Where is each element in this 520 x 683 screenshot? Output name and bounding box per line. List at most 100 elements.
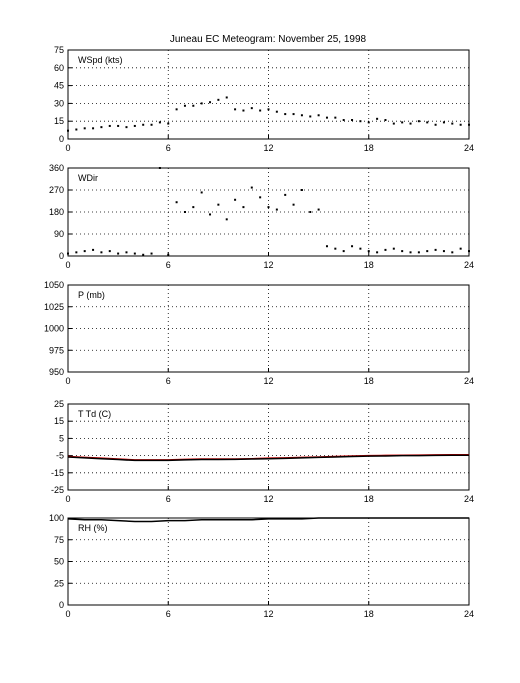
data-point bbox=[117, 252, 120, 255]
data-point bbox=[300, 189, 303, 191]
data-point bbox=[183, 211, 186, 213]
data-point bbox=[67, 252, 69, 255]
data-point bbox=[217, 203, 220, 206]
data-point bbox=[192, 104, 195, 107]
data-point bbox=[342, 250, 345, 253]
y-tick-label: 75 bbox=[54, 535, 64, 545]
data-point bbox=[426, 250, 429, 253]
data-point bbox=[183, 104, 186, 107]
data-point bbox=[275, 208, 278, 211]
y-tick-label: 15 bbox=[54, 416, 64, 426]
panel-wdir: 0 90 180 270 360 0 6 12 18 24 WDir bbox=[49, 163, 474, 270]
data-point bbox=[167, 122, 170, 125]
x-tick-label: 6 bbox=[166, 494, 171, 504]
series-line-1 bbox=[67, 454, 469, 462]
y-tick-label: 950 bbox=[49, 367, 64, 377]
data-point bbox=[359, 120, 362, 123]
data-point bbox=[92, 248, 95, 251]
data-point bbox=[442, 250, 445, 253]
data-point bbox=[100, 126, 103, 129]
data-point bbox=[417, 251, 420, 254]
data-point bbox=[108, 124, 111, 127]
data-point bbox=[259, 109, 262, 112]
data-point bbox=[200, 191, 203, 194]
panel-rh: 0 25 50 75 100 0 6 12 18 24 RH (%) bbox=[49, 513, 474, 619]
x-tick-label: 12 bbox=[263, 494, 273, 504]
data-point bbox=[250, 107, 253, 110]
data-point bbox=[259, 196, 262, 199]
x-tick-label: 24 bbox=[464, 494, 474, 504]
y-tick-label: 50 bbox=[54, 557, 64, 567]
data-point bbox=[200, 102, 203, 105]
data-point bbox=[175, 108, 178, 111]
data-point bbox=[409, 251, 412, 254]
data-point bbox=[92, 127, 95, 130]
data-point bbox=[334, 116, 337, 119]
x-tick-label: 0 bbox=[65, 494, 70, 504]
data-point bbox=[142, 253, 145, 256]
x-tick-label: 12 bbox=[263, 143, 273, 153]
data-point bbox=[325, 245, 328, 248]
data-point bbox=[367, 121, 370, 124]
data-point bbox=[451, 251, 454, 254]
y-tick-label: 0 bbox=[59, 251, 64, 261]
data-point bbox=[234, 198, 237, 201]
y-tick-label: 270 bbox=[49, 185, 64, 195]
data-point bbox=[83, 250, 86, 253]
y-tick-label: 45 bbox=[54, 81, 64, 91]
data-point bbox=[468, 250, 470, 253]
data-point bbox=[209, 213, 212, 216]
x-tick-label: 18 bbox=[364, 494, 374, 504]
y-tick-label: 75 bbox=[54, 45, 64, 55]
x-tick-label: 18 bbox=[364, 376, 374, 386]
data-point bbox=[342, 119, 345, 122]
y-tick-label: 15 bbox=[54, 116, 64, 126]
x-tick-label: 12 bbox=[263, 609, 273, 619]
data-point bbox=[209, 101, 212, 104]
x-tick-label: 24 bbox=[464, 609, 474, 619]
y-tick-label: 0 bbox=[59, 600, 64, 610]
data-point bbox=[417, 120, 420, 123]
plot-frame bbox=[67, 403, 470, 491]
data-point bbox=[309, 115, 312, 118]
x-tick-label: 24 bbox=[464, 143, 474, 153]
y-tick-label: -25 bbox=[51, 485, 64, 495]
data-point bbox=[401, 121, 404, 124]
data-point bbox=[334, 247, 337, 250]
data-point bbox=[367, 250, 370, 253]
data-point bbox=[67, 129, 69, 132]
data-point bbox=[292, 113, 295, 116]
data-point bbox=[284, 193, 287, 196]
x-tick-label: 12 bbox=[263, 260, 273, 270]
x-tick-label: 0 bbox=[65, 376, 70, 386]
data-point bbox=[234, 108, 237, 111]
data-point bbox=[133, 124, 136, 127]
chart-title: Juneau EC Meteogram: November 25, 1998 bbox=[170, 34, 367, 45]
data-point bbox=[242, 109, 245, 112]
data-point bbox=[75, 128, 78, 131]
data-point bbox=[142, 123, 145, 126]
y-tick-label: 1050 bbox=[44, 280, 64, 290]
data-point bbox=[284, 113, 287, 116]
panel-pres: 950 975 1000 1025 1050 0 6 12 18 24 P (mb) bbox=[44, 280, 474, 386]
data-point bbox=[392, 247, 395, 250]
x-tick-label: 18 bbox=[364, 143, 374, 153]
y-tick-label: 30 bbox=[54, 98, 64, 108]
panel-wspd: 0 15 30 45 60 75 0 6 12 18 24 WSpd (kts) bbox=[54, 45, 474, 153]
panel-temp: -25 -15 -5 5 15 25 0 6 12 18 24 T Td (C) bbox=[51, 399, 474, 504]
panel-label: WDir bbox=[78, 173, 98, 183]
data-point bbox=[317, 208, 320, 211]
data-point bbox=[292, 203, 295, 206]
data-point bbox=[434, 248, 437, 251]
data-point bbox=[192, 206, 195, 209]
y-tick-label: 1000 bbox=[44, 324, 64, 334]
panel-label: P (mb) bbox=[78, 290, 105, 300]
data-point bbox=[309, 211, 312, 213]
data-point bbox=[401, 250, 404, 253]
data-point bbox=[125, 251, 128, 254]
x-tick-label: 0 bbox=[65, 609, 70, 619]
data-point bbox=[83, 127, 86, 130]
data-point bbox=[442, 121, 445, 124]
